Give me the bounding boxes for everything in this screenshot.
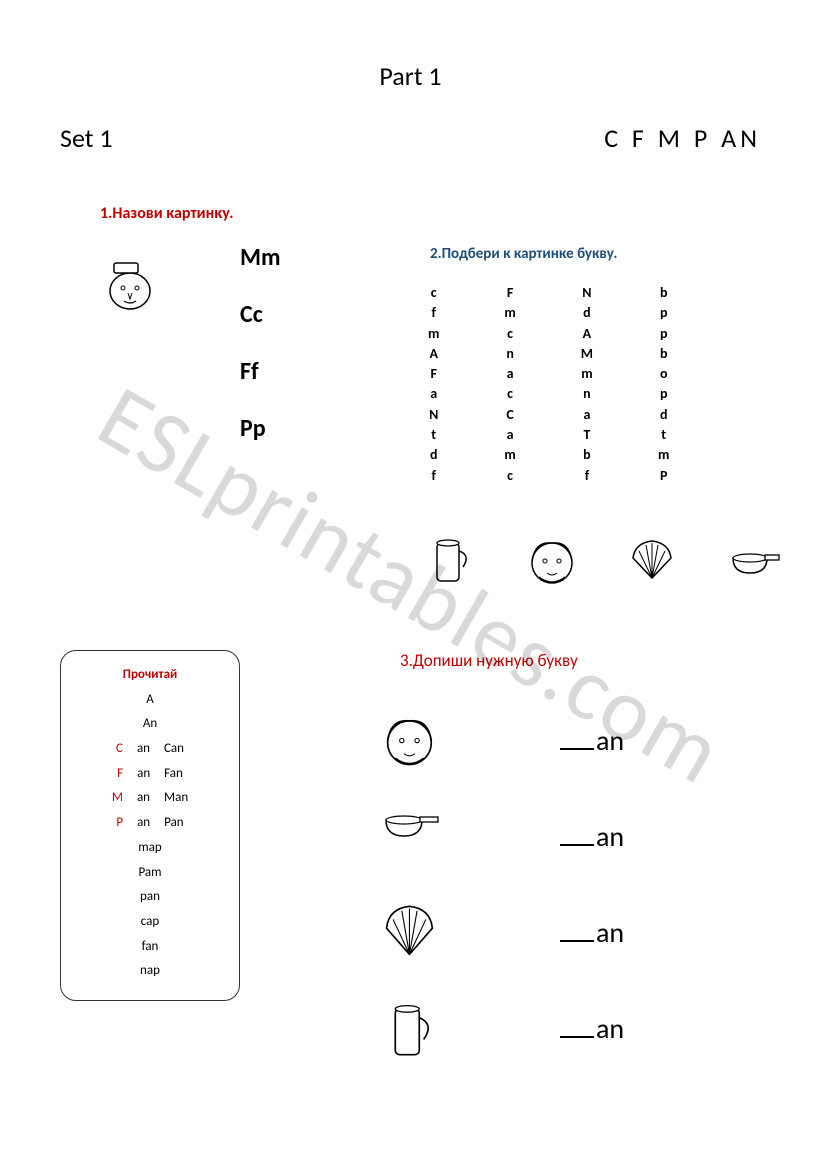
- grid-cell: m: [581, 364, 592, 384]
- grid-cell: N: [429, 405, 438, 425]
- set-label: Set 1: [60, 122, 113, 154]
- grid-cell: a: [583, 405, 590, 425]
- grid-cell: p: [660, 384, 668, 404]
- blank-word: an: [560, 723, 624, 758]
- ex3-item: an: [380, 710, 624, 770]
- letter-pair: Cc: [240, 300, 281, 329]
- grid-cell: F: [507, 283, 513, 303]
- ex3-item: an: [380, 998, 624, 1058]
- readbox-word: pan: [71, 885, 229, 910]
- grid-cell: c: [507, 466, 513, 486]
- blank-line[interactable]: [560, 919, 594, 941]
- grid-cell: c: [431, 283, 437, 303]
- letter-pairs: Mm Cc Ff Pp: [240, 243, 281, 471]
- grid-cell: P: [660, 466, 667, 486]
- exercise3-title: 3.Допиши нужную букву: [400, 650, 578, 671]
- grid-cell: f: [431, 466, 435, 486]
- fan-icon: [380, 902, 440, 962]
- exercise3-list: an an: [380, 710, 624, 1058]
- grid-cell: a: [430, 384, 437, 404]
- grid-cell: C: [506, 405, 513, 425]
- grid-cell: M: [581, 344, 593, 364]
- grid-cell: b: [660, 344, 668, 364]
- letter-pair: Pp: [240, 414, 281, 443]
- ex3-item: an: [380, 806, 624, 866]
- grid-cell: t: [661, 425, 666, 445]
- blank-word: an: [560, 819, 624, 854]
- mid-section: Mm Cc Ff Pp c f m A F a N t d f F m c: [60, 253, 761, 613]
- grid-cell: d: [583, 303, 591, 323]
- readbox-row: ManMan: [71, 786, 229, 811]
- grid-cell: A: [429, 344, 437, 364]
- blank-line[interactable]: [560, 727, 594, 749]
- grid-cell: d: [430, 445, 438, 465]
- readbox: Прочитай A An CanCan FanFan ManMan PanPa…: [60, 650, 240, 1001]
- letter-pair: Mm: [240, 243, 281, 272]
- part-title: Part 1: [60, 60, 761, 92]
- grid-cell: T: [583, 425, 590, 445]
- grid-cell: n: [583, 384, 591, 404]
- letter-col-1: c f m A F a N t d f: [428, 283, 439, 486]
- readbox-word: nap: [71, 959, 229, 984]
- can-icon: [380, 998, 440, 1058]
- set-header: Set 1 C F M P AN: [60, 122, 761, 154]
- fan-icon: [625, 533, 680, 588]
- ex3-item: an: [380, 902, 624, 962]
- letter-col-2: F m c n a c C a m c: [504, 283, 515, 486]
- grid-cell: f: [431, 303, 435, 323]
- readbox-word: cap: [71, 910, 229, 935]
- grid-cell: o: [660, 364, 668, 384]
- grid-cell: m: [658, 445, 669, 465]
- grid-cell: m: [504, 303, 515, 323]
- man-face-icon: [525, 533, 580, 588]
- letter-pair: Ff: [240, 357, 281, 386]
- grid-cell: d: [660, 405, 668, 425]
- set-letters: C F M P AN: [604, 122, 761, 154]
- readbox-row: PanPan: [71, 811, 229, 836]
- grid-cell: A: [583, 324, 591, 344]
- grid-cell: b: [583, 445, 591, 465]
- readbox-row: FanFan: [71, 762, 229, 787]
- grid-cell: n: [506, 344, 514, 364]
- grid-cell: N: [582, 283, 591, 303]
- readbox-line: An: [71, 712, 229, 737]
- worksheet-page: ESLprintables.com Part 1 Set 1 C F M P A…: [0, 0, 821, 1169]
- readbox-word: fan: [71, 935, 229, 960]
- grid-cell: c: [507, 324, 513, 344]
- readbox-word: map: [71, 836, 229, 861]
- readbox-word: Pam: [71, 861, 229, 886]
- face-with-cap-icon: [100, 253, 160, 313]
- can-icon: [425, 533, 480, 588]
- pan-icon: [380, 806, 440, 866]
- letter-col-3: N d A M m n a T b f: [581, 283, 593, 486]
- letter-grid: c f m A F a N t d f F m c n a c C a m: [428, 283, 669, 486]
- grid-cell: a: [507, 364, 514, 384]
- grid-cell: a: [507, 425, 514, 445]
- readbox-line: A: [71, 688, 229, 713]
- man-face-icon: [380, 710, 440, 770]
- grid-cell: p: [660, 303, 668, 323]
- grid-cell: m: [428, 324, 439, 344]
- blank-line[interactable]: [560, 1015, 594, 1037]
- blank-word: an: [560, 1011, 624, 1046]
- grid-cell: m: [504, 445, 515, 465]
- exercise1-title: 1.Назови картинку.: [100, 204, 761, 223]
- pan-icon: [725, 533, 780, 588]
- blank-word: an: [560, 915, 624, 950]
- blank-line[interactable]: [560, 823, 594, 845]
- grid-cell: f: [585, 466, 589, 486]
- picture-row: [425, 533, 780, 588]
- grid-cell: c: [507, 384, 513, 404]
- grid-cell: p: [660, 324, 668, 344]
- readbox-row: CanCan: [71, 737, 229, 762]
- readbox-title: Прочитай: [71, 663, 229, 688]
- grid-cell: F: [430, 364, 436, 384]
- letter-col-4: b p p b o p d t m P: [658, 283, 669, 486]
- grid-cell: t: [431, 425, 436, 445]
- grid-cell: b: [660, 283, 668, 303]
- readbox-words: map Pam pan cap fan nap: [71, 836, 229, 984]
